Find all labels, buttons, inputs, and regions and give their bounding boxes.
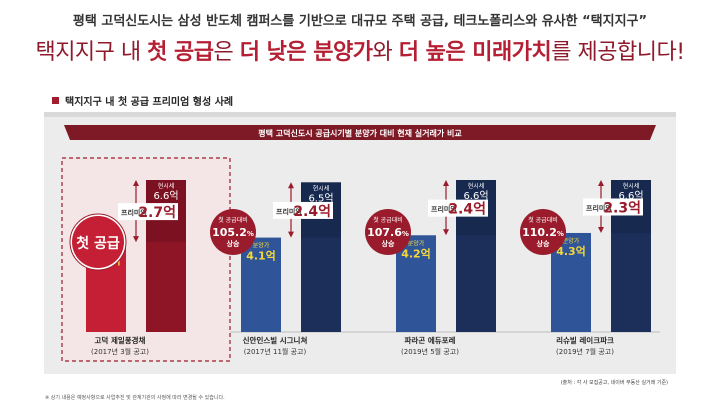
premium-arrow-head-bottom [133, 236, 139, 243]
category-name: 신안인스빌 시그니쳐 [243, 335, 308, 345]
compare-label-bottom: 상승 [227, 239, 240, 248]
headline-line1: 평택 고덕신도시는 삼성 반도체 캠퍼스를 기반으로 대규모 주택 공급, 테크… [72, 14, 648, 29]
current-price-value: 6.6억 [463, 190, 488, 202]
premium-value: 2.7억 [138, 205, 176, 221]
compare-pct-number: 107.6 [367, 226, 402, 239]
premium-value: 2.3억 [603, 200, 641, 216]
headline-part-4: 더 낮은 분양가 [239, 40, 373, 65]
premium-arrow-head-top [133, 180, 139, 186]
presale-price-label: 분양가 [563, 237, 580, 245]
headline-part-2: 첫 공급 [147, 40, 214, 65]
category-date: (2017년 3월 공고) [91, 347, 149, 356]
headline-part-1: 택지지구 내 [35, 40, 148, 65]
headline-part-5: 와 [372, 40, 399, 65]
premium-label-box [273, 201, 333, 219]
section-title-text: 택지지구 내 첫 공급 프리미엄 형성 사례 [65, 97, 234, 108]
premium-label-box [583, 198, 643, 216]
headline-part-6: 더 높은 미래가치 [398, 40, 552, 65]
presale-price-value: 4.3억 [556, 245, 586, 258]
premium-arrow-head-bottom [598, 226, 604, 233]
current-price-label: 현시세 [468, 182, 485, 190]
current-price-label: 현시세 [158, 182, 175, 190]
premium-label: 프리미엄 [586, 203, 612, 212]
compare-pct-value: 105.2% [212, 226, 254, 239]
compare-circle [210, 209, 256, 255]
premium-label-box [118, 203, 178, 221]
compare-label-top: 첫 공급대비 [528, 216, 558, 224]
presale-price-bar [241, 237, 281, 332]
square-bullet-icon [52, 97, 59, 104]
presale-price-value: 4.2억 [401, 247, 431, 260]
compare-pct-number: 105.2 [212, 226, 247, 239]
compare-pct-sign: % [247, 230, 254, 238]
compare-pct-sign: % [557, 230, 564, 238]
footnote-right: (출처 : 각 사 모집공고, 네이버 부동산 실거래 기준) [561, 379, 668, 386]
compare-pct-value: 110.2% [522, 226, 564, 239]
presale-price-label: 분양가 [408, 239, 425, 247]
compare-pct-value: 107.6% [367, 226, 409, 239]
premium-arrow-head-top [598, 180, 604, 186]
premium-arrow-head-top [288, 182, 294, 189]
presale-price-value: 4.1억 [246, 250, 276, 263]
category-name: 고덕 제일풍경채 [95, 335, 146, 345]
compare-label-bottom: 상승 [382, 239, 395, 248]
first-supply-circle-fill [72, 216, 124, 268]
presale-price-bar [396, 235, 436, 332]
compare-circle [520, 209, 566, 255]
footnote-left: ※ 상기 내용은 예정사항으로 사업추진 및 관계기관의 사정에 따라 변경될 … [45, 395, 225, 401]
compare-pct-sign: % [402, 230, 409, 238]
compare-label-bottom: 상승 [537, 239, 550, 248]
premium-label: 프리미엄 [276, 207, 302, 216]
headline-part-7: 를 제공합니다! [551, 40, 685, 65]
premium-label: 프리미엄 [431, 205, 457, 214]
category-name: 파라곤 에듀포레 [405, 335, 456, 345]
premium-arrow-head-bottom [288, 231, 294, 238]
category-date: (2019년 5월 공고) [401, 347, 459, 356]
headline-line2: 택지지구 내 첫 공급은 더 낮은 분양가와 더 높은 미래가치를 제공합니다! [0, 34, 720, 66]
section-title: 택지지구 내 첫 공급 프리미엄 형성 사례 [52, 93, 233, 108]
premium-value: 2.4억 [448, 202, 486, 218]
chart-title: 평택 고덕신도시 공급시기별 분양가 대비 현재 실거래가 비교 [258, 128, 462, 138]
current-price-label: 현시세 [623, 182, 640, 190]
headline-part-3: 은 [213, 40, 240, 65]
compare-pct-number: 110.2 [522, 226, 557, 239]
premium-label-box [428, 199, 488, 217]
compare-circle [365, 209, 411, 255]
category-date: (2017년 11월 공고) [244, 347, 307, 356]
premium-arrow-head-top [443, 180, 449, 186]
premium-label: 프리미엄 [121, 208, 147, 217]
chart-panel-top [44, 112, 676, 117]
current-price-value: 6.6억 [153, 190, 178, 202]
current-price-value: 6.5억 [308, 192, 333, 204]
presale-price-label: 분양가 [253, 242, 270, 250]
category-date: (2019년 7월 공고) [556, 347, 614, 356]
compare-label-top: 첫 공급대비 [218, 216, 248, 224]
current-price-label: 현시세 [313, 184, 330, 192]
chart-title-bar [64, 125, 656, 140]
compare-label-top: 첫 공급대비 [373, 216, 403, 224]
premium-arrow-head-bottom [443, 229, 449, 236]
premium-value: 2.4억 [293, 204, 331, 220]
first-supply-label: 첫 공급 [76, 236, 120, 252]
category-name: 리슈빌 레이크파크 [556, 335, 614, 345]
